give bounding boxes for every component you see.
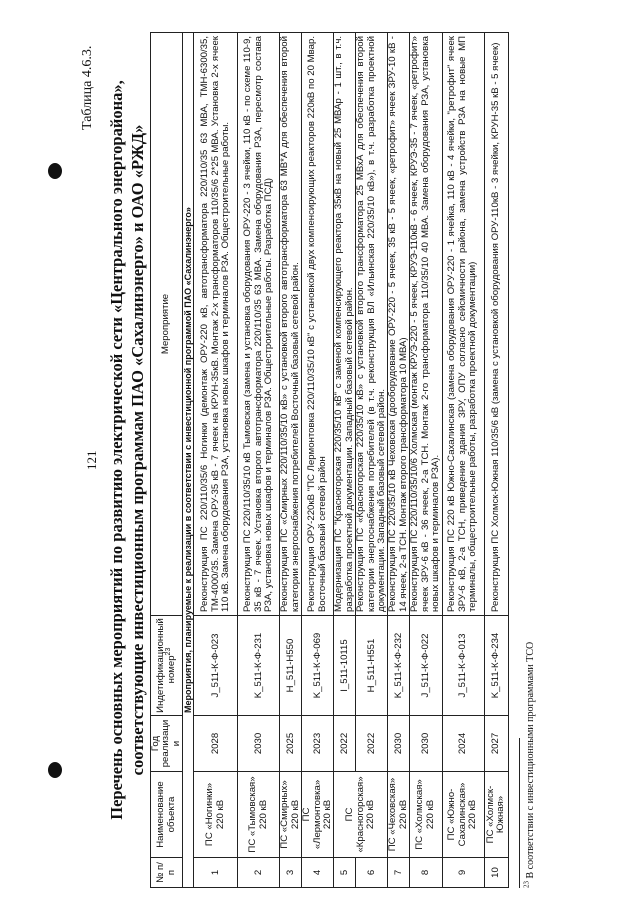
row-num: 6 (355, 857, 388, 888)
year: 2028 (193, 715, 238, 772)
punch-hole (48, 163, 62, 179)
table-row: 10 ПС «Холмск-Южная» 2027 K_511-К-Ф-234 Реко… (484, 32, 508, 888)
id-number: H_511-H550 (279, 615, 302, 716)
title-line: соответствующие инвестиционным программа… (128, 124, 147, 776)
id-number: K_511-К-Ф-231 (237, 615, 280, 716)
id-number: J_511-К-Ф-023 (193, 615, 238, 716)
measure: Реконструкция ПС «Смирных 220/110/35/10 … (279, 32, 302, 616)
row-num: 3 (279, 857, 302, 888)
object-name: ПС «Холмск-Южная» (484, 771, 508, 858)
object-name: ПС «Красногорская» 220 кВ (333, 771, 388, 858)
object-name: ПС «Южно-Сахалинская» 220 кВ (442, 771, 484, 858)
year: 2030 (237, 715, 280, 772)
page-number: 121 (84, 450, 99, 471)
year: 2022 (355, 715, 388, 772)
measure: Реконструкция ОРУ-220кВ "ПС Лермонтовка … (301, 32, 334, 616)
header-year: Год реализации (150, 715, 183, 772)
id-number: K_511-К-Ф-069 (301, 615, 334, 716)
table-and-footnote: № п/п Наименование объекта Год реализаци… (150, 32, 537, 888)
table-row: 4 ПС «Лермонтовка» 220 кВ 2023 K_511-К-Ф-06… (301, 32, 334, 888)
object-name: ПС «Чеховская» 220 кВ (387, 771, 410, 858)
page-title: Перечень основных мероприятий по развити… (106, 35, 148, 865)
measures-table: № п/п Наименование объекта Год реализаци… (150, 32, 509, 888)
section-title: Мероприятия, планируемые к реализации в … (182, 32, 194, 888)
section-row: Мероприятия, планируемые к реализации в … (182, 32, 194, 888)
header-id: Индетификационный номер23 (150, 615, 183, 716)
id-number: J_511-К-Ф-022 (409, 615, 442, 716)
header-num: № п/п (150, 857, 183, 888)
object-name: ПС «Лермонтовка» 220 кВ (301, 771, 334, 858)
measure: Реконструкция ПС 220 кВ Южно-Сахалинская… (442, 32, 484, 616)
row-num: 5 (333, 857, 356, 888)
measure: Реконструкция ПС 220/110/35/6 Ногинки (д… (193, 32, 238, 616)
object-name: ПС «Холмская» 220 кВ (409, 771, 442, 858)
table-label: Таблица 4.6.3. (80, 45, 95, 130)
table-row: 3 ПС «Смирных» 220 кВ 2025 H_511-H550 Реконс… (279, 32, 302, 888)
table-row: 9 ПС «Южно-Сахалинская» 220 кВ 2024 J_511-К… (442, 32, 484, 888)
year: 2022 (333, 715, 356, 772)
id-number: K_511-К-Ф-232 (387, 615, 410, 716)
footnote-divider (518, 738, 520, 888)
row-num: 1 (193, 857, 238, 888)
table-row: 1 ПС «Ногинки» 220 кВ 2028 J_511-К-Ф-023 Рек… (193, 32, 238, 888)
footnote-ref: 23 (164, 647, 172, 656)
row-num: 9 (442, 857, 484, 888)
table-row: 8 ПС «Холмская» 220 кВ 2030 J_511-К-Ф-022 Ре… (409, 32, 442, 888)
measure: Реконструкция ПС «Красногорская 220/35/1… (355, 32, 388, 616)
row-num: 10 (484, 857, 508, 888)
header-measure: Мероприятие (150, 32, 183, 616)
year: 2027 (484, 715, 508, 772)
year: 2030 (409, 715, 442, 772)
year: 2025 (279, 715, 302, 772)
table-row: 5 ПС «Красногорская» 220 кВ 2022 I_511-1011… (333, 32, 388, 888)
measure: Реконструкция ПС 220/110/35/10 кВ Тымовс… (237, 32, 280, 616)
footnote-number: 23 (522, 881, 531, 888)
id-number: K_511-К-Ф-234 (484, 615, 508, 716)
header-id-text: Индетификационный номер (155, 618, 177, 713)
table-row: 6 2022 H_511-H551 Реконструкция ПС «Красног… (355, 32, 388, 888)
row-num: 4 (301, 857, 334, 888)
table-row: 7 ПС «Чеховская» 220 кВ 2030 K_511-К-Ф-232 Р… (387, 32, 410, 888)
object-name: ПС «Ногинки» 220 кВ (193, 771, 238, 858)
measure: Реконструкция ПС 220/35/10 кВ Чеховская … (387, 32, 410, 616)
table-row: 2 ПС «Тымовская» 220 кВ 2030 K_511-К-Ф-231 Р… (237, 32, 280, 888)
measure: Реконструкция ПС Холмск-Южная 110/35/6 к… (484, 32, 508, 616)
header-name: Наименование объекта (150, 771, 183, 858)
measure: Модернизация ПС "Красногорская 220/35/10… (333, 32, 356, 616)
id-number: H_511-H551 (355, 615, 388, 716)
title-line: Перечень основных мероприятий по развити… (107, 80, 126, 820)
year: 2023 (301, 715, 334, 772)
footnote-text: В соответствии с инвестиционными програм… (524, 641, 536, 879)
row-num: 8 (409, 857, 442, 888)
measure: Реконструкция ПС 220/110/35/10/6 Холмска… (409, 32, 442, 616)
row-num: 2 (237, 857, 280, 888)
id-number: I_511-10115 (333, 615, 356, 716)
table-header-row: № п/п Наименование объекта Год реализаци… (150, 32, 183, 888)
year: 2024 (442, 715, 484, 772)
object-name: ПС «Смирных» 220 кВ (279, 771, 302, 858)
row-num: 7 (387, 857, 410, 888)
object-name: ПС «Тымовская» 220 кВ (237, 771, 280, 858)
footnote: 23 В соответствии с инвестиционными прог… (522, 32, 537, 888)
punch-hole (48, 762, 62, 778)
id-number: J_511-К-Ф-013 (442, 615, 484, 716)
year: 2030 (387, 715, 410, 772)
